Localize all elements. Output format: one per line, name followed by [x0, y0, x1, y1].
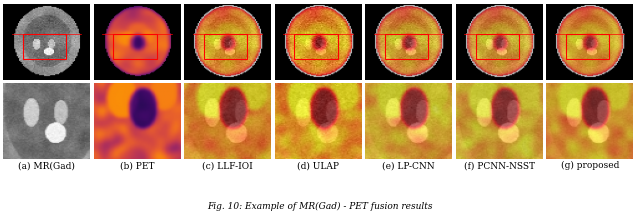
Bar [204, 34, 248, 58]
Text: (f) PCNN-NSST: (f) PCNN-NSST [464, 161, 534, 170]
Text: Fig. 10: Example of MR(Gad) - PET fusion results: Fig. 10: Example of MR(Gad) - PET fusion… [207, 202, 433, 211]
Bar [566, 34, 609, 58]
Text: (g) proposed: (g) proposed [561, 161, 619, 170]
Text: (a) MR(Gad): (a) MR(Gad) [18, 161, 75, 170]
Text: (c) LLF-IOI: (c) LLF-IOI [202, 161, 253, 170]
Text: (b) PET: (b) PET [120, 161, 154, 170]
Bar [113, 34, 157, 58]
Bar [23, 34, 67, 58]
Bar [476, 34, 519, 58]
Text: (d) ULAP: (d) ULAP [297, 161, 339, 170]
Text: (e) LP-CNN: (e) LP-CNN [382, 161, 435, 170]
Bar [385, 34, 428, 58]
Bar [294, 34, 338, 58]
